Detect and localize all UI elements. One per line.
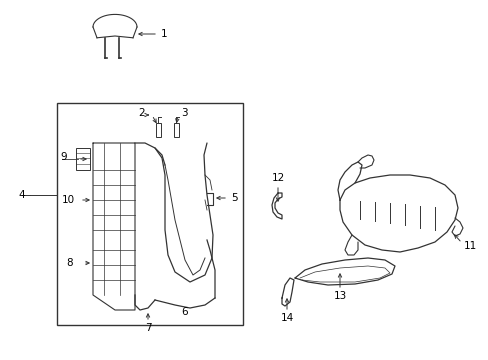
Text: 5: 5 — [230, 193, 237, 203]
Text: 6: 6 — [182, 307, 188, 317]
Bar — [155, 123, 160, 137]
Text: 9: 9 — [60, 152, 66, 162]
Text: 7: 7 — [144, 323, 151, 333]
Text: 12: 12 — [271, 173, 284, 183]
Text: 13: 13 — [333, 291, 346, 301]
Text: 14: 14 — [280, 313, 293, 323]
Text: 11: 11 — [463, 241, 476, 251]
Text: 1: 1 — [161, 29, 167, 39]
Text: 4: 4 — [19, 190, 25, 200]
Text: 3: 3 — [181, 108, 187, 118]
Text: 8: 8 — [66, 258, 73, 268]
Bar — [76, 148, 90, 170]
Text: 10: 10 — [62, 195, 75, 205]
Bar — [173, 123, 178, 137]
Text: 2: 2 — [138, 108, 144, 118]
Bar — [57, 103, 243, 325]
